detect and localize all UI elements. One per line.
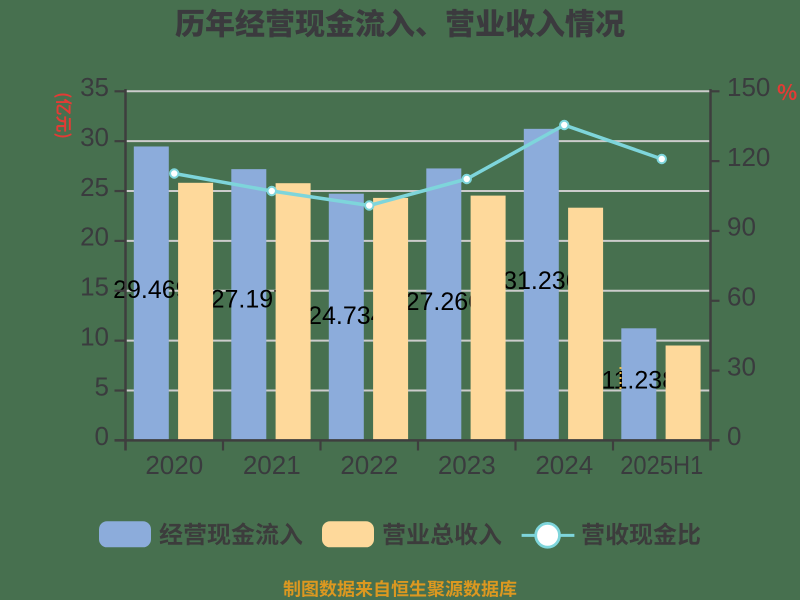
svg-text:2023: 2023 bbox=[438, 450, 496, 480]
svg-text:24.734: 24.734 bbox=[308, 302, 385, 330]
svg-text:31.236: 31.236 bbox=[503, 267, 579, 295]
svg-text:25: 25 bbox=[80, 172, 109, 202]
svg-text:90: 90 bbox=[727, 212, 756, 242]
svg-text:150: 150 bbox=[727, 72, 770, 102]
svg-text:2020: 2020 bbox=[145, 450, 203, 480]
svg-text:2022: 2022 bbox=[340, 450, 398, 480]
svg-text:5: 5 bbox=[95, 371, 109, 401]
svg-text:2024: 2024 bbox=[535, 450, 593, 480]
svg-text:60: 60 bbox=[727, 282, 756, 312]
svg-text:120: 120 bbox=[727, 142, 770, 172]
svg-text:2021: 2021 bbox=[243, 450, 301, 480]
svg-text:27.266: 27.266 bbox=[406, 288, 482, 316]
svg-text:2025H1: 2025H1 bbox=[620, 450, 703, 480]
svg-text:27.197: 27.197 bbox=[211, 285, 287, 313]
svg-text:15: 15 bbox=[80, 272, 109, 302]
svg-text:35: 35 bbox=[80, 72, 109, 102]
svg-text:30: 30 bbox=[80, 122, 109, 152]
svg-text:10: 10 bbox=[80, 321, 109, 351]
svg-text:30: 30 bbox=[727, 351, 756, 381]
svg-text:20: 20 bbox=[80, 222, 109, 252]
svg-text:11.238: 11.238 bbox=[601, 366, 676, 394]
svg-text:0: 0 bbox=[727, 421, 741, 451]
svg-text:0: 0 bbox=[95, 421, 109, 451]
